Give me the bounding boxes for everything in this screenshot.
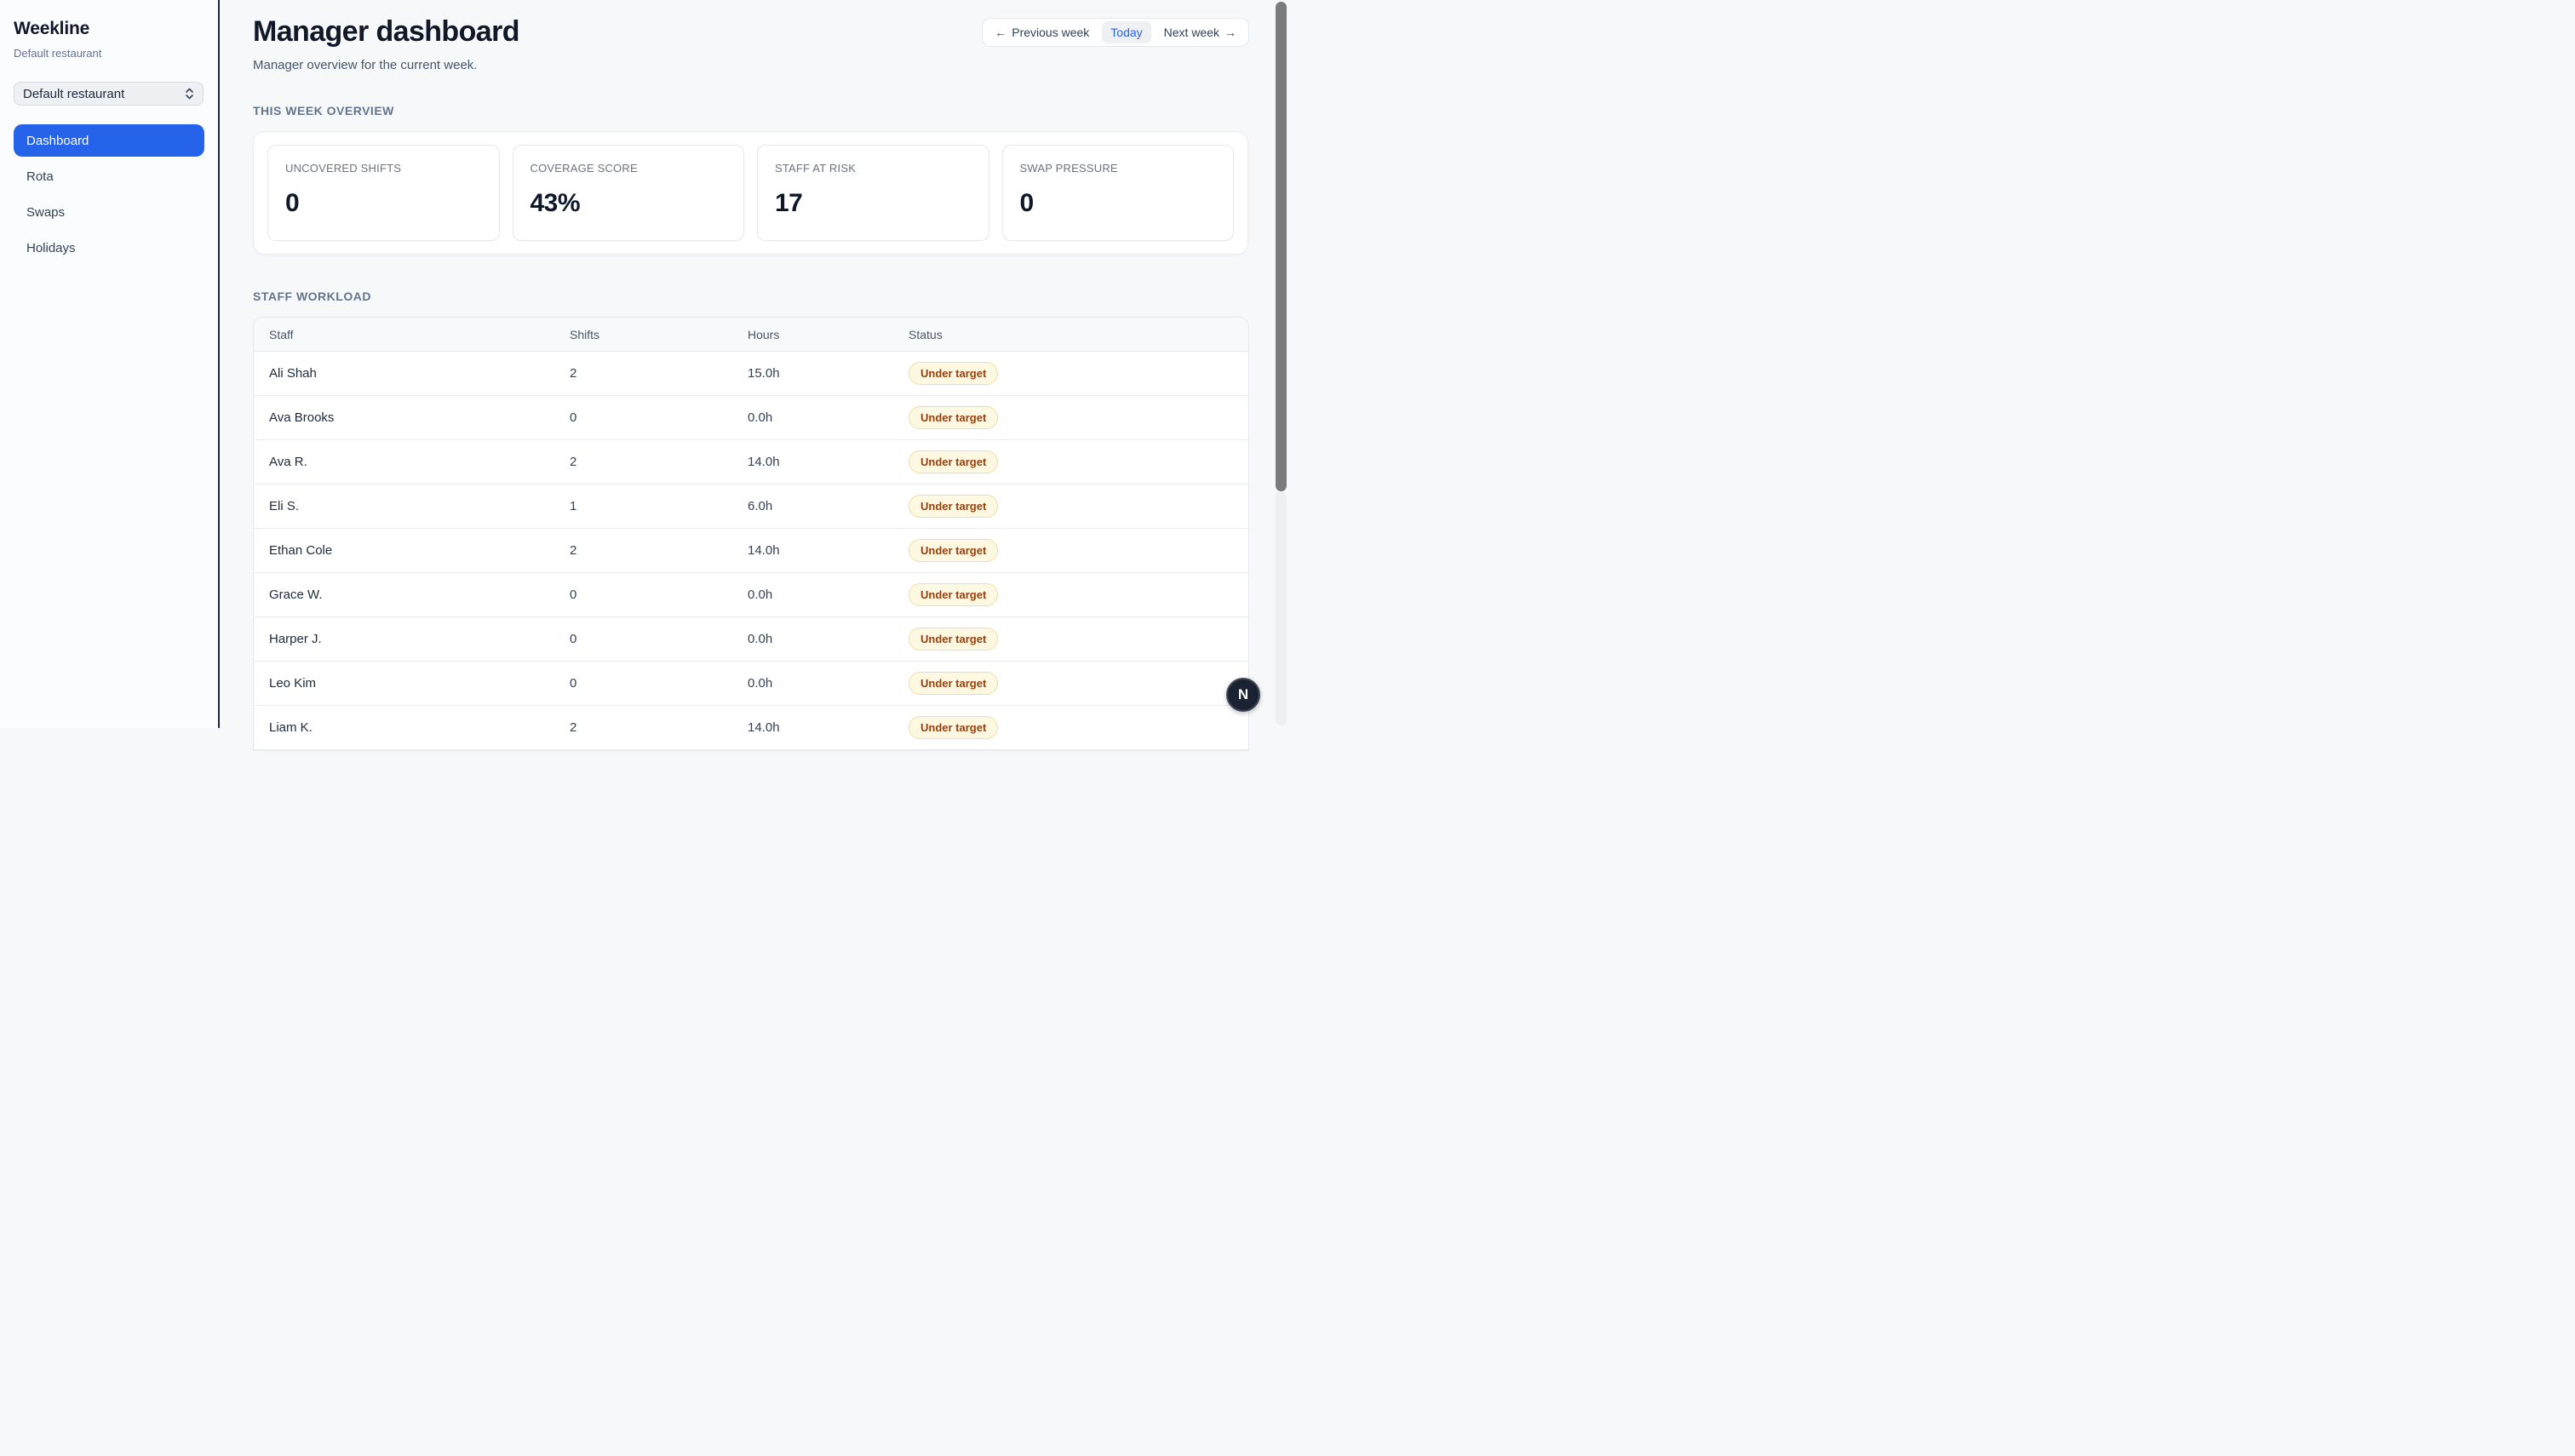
hours-value: 15.0h (748, 366, 780, 381)
sidebar-item-label: Swaps (26, 204, 66, 220)
overview-section-heading: THIS WEEK OVERVIEW (253, 104, 394, 118)
next-week-button[interactable]: Next week → (1164, 26, 1236, 39)
staff-name: Leo Kim (269, 676, 317, 691)
table-row: Ali Shah 2 15.0h Under target (254, 352, 1248, 396)
sidebar-item-holidays[interactable]: Holidays (14, 232, 204, 264)
table-row: Ava Brooks 0 0.0h Under target (254, 396, 1248, 440)
column-header-status: Status (909, 327, 943, 341)
shifts-value: 0 (570, 410, 577, 425)
table-row: Harper J. 0 0.0h Under target (254, 617, 1248, 662)
table-row: Ethan Cole 2 14.0h Under target (254, 529, 1248, 573)
page-title: Manager dashboard (253, 15, 519, 48)
table-header-row: Staff Shifts Hours Status (254, 318, 1248, 352)
status-badge: Under target (909, 671, 999, 696)
shifts-value: 1 (570, 499, 577, 513)
column-header-hours: Hours (748, 327, 780, 341)
status-badge: Under target (909, 715, 999, 740)
hours-value: 0.0h (748, 632, 773, 646)
chevron-up-down-icon (185, 87, 194, 100)
nextjs-dev-badge-button[interactable]: N (1226, 678, 1260, 712)
table-row: Leo Kim 0 0.0h Under target (254, 662, 1248, 706)
staff-name: Ava Brooks (269, 410, 335, 425)
shifts-value: 0 (570, 676, 577, 691)
arrow-left-icon: ← (995, 26, 1007, 39)
stat-card-uncovered-shifts: UNCOVERED SHIFTS 0 (267, 145, 500, 241)
stat-label: STAFF AT RISK (775, 162, 857, 175)
scrollbar-track[interactable] (1276, 491, 1287, 725)
status-badge: Under target (909, 361, 999, 386)
overview-panel: UNCOVERED SHIFTS 0 COVERAGE SCORE 43% ST… (253, 131, 1248, 255)
restaurant-select[interactable]: Default restaurant (14, 82, 204, 106)
stat-card-coverage-score: COVERAGE SCORE 43% (512, 145, 744, 241)
shifts-value: 0 (570, 632, 577, 646)
shifts-value: 2 (570, 543, 577, 558)
restaurant-select-value: Default restaurant (23, 86, 125, 101)
week-navigation: ← Previous week Today Next week → (982, 18, 1249, 47)
stat-card-swap-pressure: SWAP PRESSURE 0 (1001, 145, 1234, 241)
staff-name: Ava R. (269, 455, 307, 469)
shifts-value: 2 (570, 720, 577, 735)
stat-label: SWAP PRESSURE (1019, 162, 1118, 175)
staff-name: Grace W. (269, 588, 323, 602)
stat-value: 0 (285, 189, 300, 217)
table-row: Grace W. 0 0.0h Under target (254, 573, 1248, 617)
stat-value: 0 (1019, 189, 1035, 217)
stat-value: 17 (775, 189, 803, 217)
sidebar-item-dashboard[interactable]: Dashboard (14, 124, 204, 157)
staff-name: Harper J. (269, 632, 322, 646)
stat-card-staff-at-risk: STAFF AT RISK 17 (757, 145, 989, 241)
stat-label: COVERAGE SCORE (530, 162, 638, 175)
hours-value: 14.0h (748, 543, 780, 558)
previous-week-button[interactable]: ← Previous week (995, 26, 1089, 39)
main-content: Manager dashboard Manager overview for t… (220, 0, 1288, 751)
hours-value: 0.0h (748, 676, 773, 691)
table-row: Liam K. 2 14.0h Under target (254, 706, 1248, 750)
status-badge: Under target (909, 538, 999, 563)
sidebar-item-rota[interactable]: Rota (14, 160, 204, 192)
workload-section-heading: STAFF WORKLOAD (253, 289, 371, 303)
table-row: Eli S. 1 6.0h Under target (254, 484, 1248, 529)
status-badge: Under target (909, 405, 999, 430)
shifts-value: 2 (570, 366, 577, 381)
sidebar-item-label: Dashboard (26, 133, 89, 148)
status-badge: Under target (909, 450, 999, 474)
scrollbar-thumb[interactable] (1276, 2, 1287, 491)
status-badge: Under target (909, 627, 999, 651)
next-week-label: Next week (1163, 26, 1219, 39)
status-badge: Under target (909, 582, 999, 607)
previous-week-label: Previous week (1012, 26, 1090, 39)
sidebar-item-swaps[interactable]: Swaps (14, 196, 204, 228)
sidebar: Weekline Default restaurant Default rest… (0, 0, 220, 728)
status-badge: Under target (909, 494, 999, 519)
stat-value: 43% (530, 189, 581, 217)
today-button[interactable]: Today (1102, 21, 1151, 43)
stat-label: UNCOVERED SHIFTS (285, 162, 402, 175)
shifts-value: 2 (570, 455, 577, 469)
column-header-shifts: Shifts (570, 327, 600, 341)
staff-name: Ethan Cole (269, 543, 333, 558)
sidebar-item-label: Holidays (26, 240, 76, 255)
table-row: Ava R. 2 14.0h Under target (254, 440, 1248, 484)
app-title: Weekline (14, 19, 90, 38)
hours-value: 14.0h (748, 720, 780, 735)
sidebar-nav: Dashboard Rota Swaps Holidays (14, 124, 204, 264)
sidebar-item-label: Rota (26, 169, 54, 184)
column-header-staff: Staff (269, 327, 294, 341)
hours-value: 6.0h (748, 499, 773, 513)
page-subtitle: Manager overview for the current week. (253, 58, 478, 72)
hours-value: 0.0h (748, 588, 773, 602)
staff-workload-table: Staff Shifts Hours Status Ali Shah 2 15.… (253, 317, 1249, 751)
hours-value: 14.0h (748, 455, 780, 469)
page-header: Manager dashboard Manager overview for t… (253, 15, 1249, 72)
shifts-value: 0 (570, 588, 577, 602)
arrow-right-icon: → (1224, 26, 1236, 39)
staff-name: Eli S. (269, 499, 300, 513)
staff-name: Ali Shah (269, 366, 317, 381)
hours-value: 0.0h (748, 410, 773, 425)
page-header-text: Manager dashboard Manager overview for t… (253, 15, 519, 72)
staff-name: Liam K. (269, 720, 313, 735)
app-subtitle: Default restaurant (14, 47, 102, 60)
